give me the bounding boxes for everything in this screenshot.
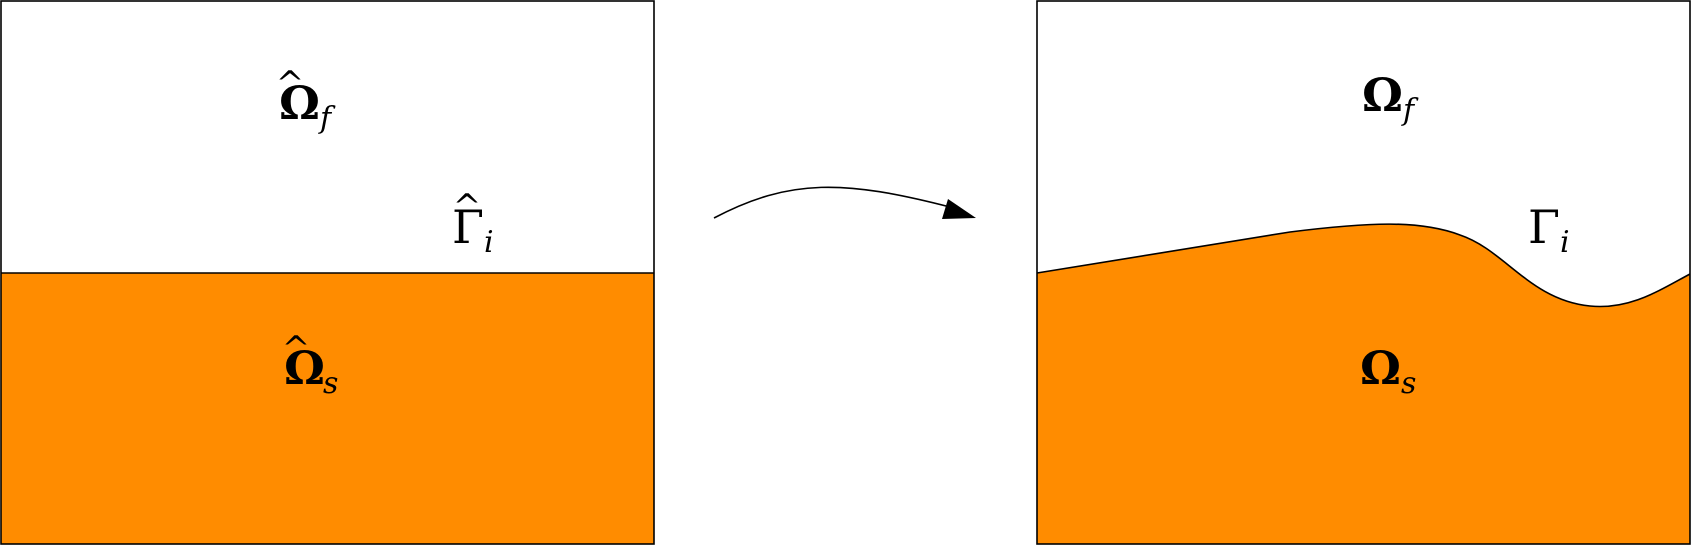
current-interface-label: Γ i [1528, 200, 1570, 260]
reference-domain: ^ Ω f ^ Γ i ^ Ω s [0, 0, 655, 545]
reference-interface-subscript: i [484, 225, 494, 260]
reference-solid-label: ^ Ω s [282, 329, 339, 401]
reference-solid-region [1, 273, 654, 544]
reference-solid-subscript: s [323, 366, 338, 401]
current-interface-curve [1036, 223, 1691, 308]
current-solid-symbol: Ω [1360, 341, 1401, 395]
reference-fluid-hat: ^ [276, 64, 305, 104]
current-solid-region [1037, 224, 1690, 544]
current-solid-label: Ω s [1360, 341, 1416, 401]
reference-solid-symbol: Ω [284, 341, 325, 395]
reference-interface-hat: ^ [453, 187, 482, 227]
current-solid-subscript: s [1401, 366, 1416, 401]
reference-fluid-region [1, 1, 654, 273]
current-domain-border [1036, 0, 1691, 545]
mapping-arrow-shaft [713, 186, 951, 219]
reference-solid-hat: ^ [282, 329, 311, 369]
current-interface-subscript: i [1560, 225, 1570, 260]
reference-fluid-symbol: Ω [279, 76, 320, 130]
curved-arrow-right-icon [713, 186, 976, 219]
reference-interface-label: ^ Γ i [452, 187, 494, 260]
mapping-arrow-head [942, 199, 976, 219]
current-fluid-symbol: Ω [1362, 68, 1403, 122]
reference-interface-symbol: Γ [452, 200, 484, 254]
reference-domain-border [0, 0, 655, 545]
current-interface-symbol: Γ [1528, 200, 1560, 254]
current-domain: Ω f Γ i Ω s [1036, 0, 1691, 545]
